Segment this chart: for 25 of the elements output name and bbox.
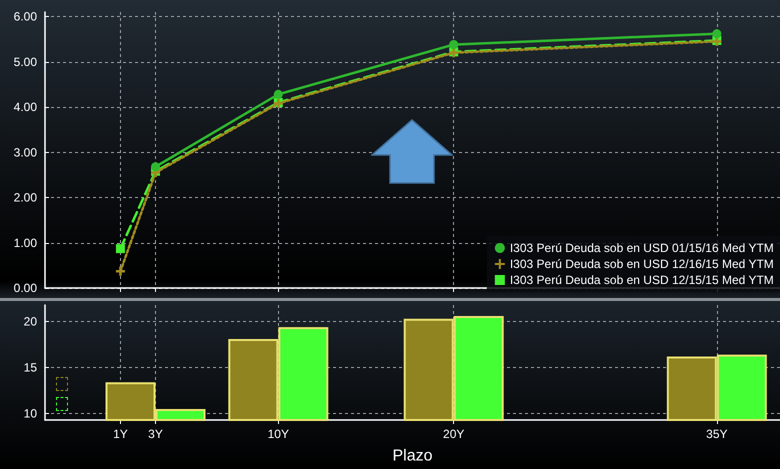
point [116, 244, 125, 254]
y-tick-label: 5.00 [14, 54, 38, 69]
point [116, 266, 125, 276]
legend-label: I303 Perú Deuda sob en USD 01/15/16 Med YTM [510, 241, 774, 255]
legend-label: I303 Perú Deuda sob en USD 12/16/15 Med YTM [510, 257, 774, 271]
legend-label: I303 Perú Deuda sob en USD 12/15/15 Med YTM [510, 273, 774, 287]
x-tick-label: 35Y [706, 427, 728, 441]
x-tick-label: 1Y [113, 427, 128, 441]
y-tick-label: 2.00 [14, 190, 38, 205]
y-tick-label: 15 [24, 360, 38, 375]
y-tick-label: 3.00 [14, 145, 38, 160]
x-tick-label: 20Y [443, 427, 464, 441]
y-tick-label: 1.00 [14, 236, 38, 250]
y-tick-label: 6.00 [14, 10, 38, 24]
point [151, 162, 160, 172]
point [274, 90, 283, 99]
x-tick-label: 3Y [148, 427, 163, 441]
y-tick-label: 10 [24, 406, 38, 421]
y-tick-label: 4.00 [14, 100, 38, 114]
x-tick-label: 10Y [268, 427, 289, 441]
y-tick-label: 0.00 [14, 281, 38, 295]
x-axis-title: Plazo [392, 448, 433, 464]
y-tick-label: 20 [24, 314, 38, 329]
point [449, 40, 458, 50]
point [712, 29, 722, 38]
